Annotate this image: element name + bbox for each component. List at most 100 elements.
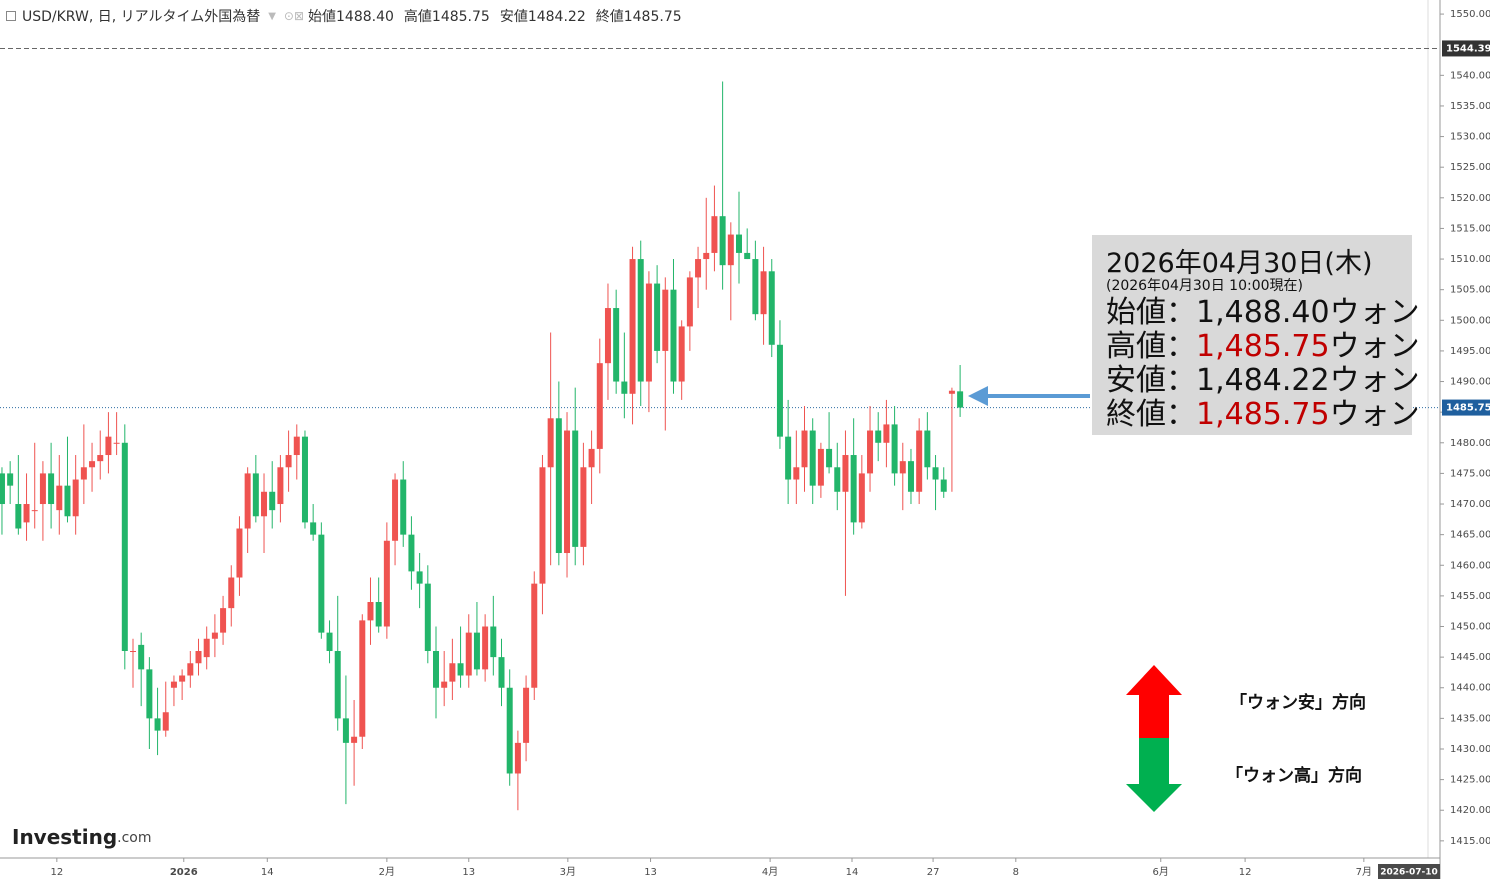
last-price-box xyxy=(1442,399,1490,416)
settings-icons[interactable]: ⊙⊠ xyxy=(283,9,305,23)
candle-body xyxy=(220,608,227,633)
candle-body xyxy=(539,467,546,584)
dropdown-icon[interactable]: ▼ xyxy=(268,10,276,22)
info-box: 2026年04月30日(木) (2026年04月30日 10:00現在) 始値：… xyxy=(1092,235,1420,435)
y-tick-label: 1430.00 xyxy=(1450,744,1490,755)
candle-body xyxy=(359,620,366,737)
info-value: 1,485.75 xyxy=(1196,397,1330,432)
candle-body xyxy=(613,308,620,382)
ohlc-value: 1485.75 xyxy=(431,9,490,25)
x-tick-label: 14 xyxy=(261,867,274,878)
reference-label: 1544.39 xyxy=(1446,43,1490,54)
candle-body xyxy=(842,455,849,492)
info-value: 1,485.75 xyxy=(1196,329,1330,364)
candle-body xyxy=(523,687,530,743)
logo-name: Investing xyxy=(12,825,117,849)
x-tick-label: 3月 xyxy=(560,866,576,878)
candle-body xyxy=(473,632,480,670)
candle-body xyxy=(637,259,644,382)
candle-body xyxy=(654,283,661,351)
candle-body xyxy=(531,583,538,688)
candle-body xyxy=(752,259,759,315)
candle-body xyxy=(727,234,734,266)
candle-body xyxy=(809,430,816,486)
x-tick-label: 27 xyxy=(927,867,940,878)
candle-body xyxy=(449,663,456,682)
ohlc-label: 高値 xyxy=(403,9,432,25)
down-arrowhead xyxy=(1126,784,1182,812)
logo-suffix: .com xyxy=(117,830,151,846)
info-label: 始値 xyxy=(1106,295,1166,330)
x-tick-label: 2026 xyxy=(170,867,198,878)
info-date: 2026年04月30日(木) xyxy=(1106,248,1373,279)
candle-body xyxy=(957,391,964,408)
info-row: 安値：1,484.22ウォン xyxy=(1106,363,1420,399)
info-row: 始値：1,488.40ウォン xyxy=(1106,295,1420,331)
y-tick-label: 1420.00 xyxy=(1450,805,1490,816)
candle-body xyxy=(760,271,767,315)
candle-body xyxy=(785,436,792,480)
candle-body xyxy=(858,473,865,523)
candle-body xyxy=(408,534,415,572)
pointer-arrowhead xyxy=(968,386,988,406)
candle-body xyxy=(465,632,472,676)
candle-body xyxy=(940,479,947,492)
info-label: 高値 xyxy=(1106,329,1166,364)
candle-body xyxy=(826,448,833,468)
candle-body xyxy=(318,534,325,633)
collapse-icon[interactable] xyxy=(6,11,16,21)
candle-body xyxy=(285,455,292,468)
candle-body xyxy=(203,638,210,658)
candle-body xyxy=(662,289,669,351)
candle-body xyxy=(924,430,931,468)
x-tick-label: 2月 xyxy=(379,866,395,878)
y-tick-label: 1440.00 xyxy=(1450,683,1490,694)
x-tick-label: 13 xyxy=(462,867,475,878)
info-value: 1,484.22 xyxy=(1196,363,1330,398)
info-row: 終値：1,485.75ウォン xyxy=(1106,397,1420,433)
candle-body xyxy=(457,663,464,676)
y-tick-label: 1455.00 xyxy=(1450,591,1490,602)
candle-body xyxy=(236,528,243,578)
candle-body xyxy=(392,479,399,541)
candle-body xyxy=(424,583,431,652)
candle-body xyxy=(506,687,513,774)
y-tick-label: 1480.00 xyxy=(1450,438,1490,449)
candle-body xyxy=(441,681,448,688)
candle-body xyxy=(72,479,79,517)
x-tick-label: 14 xyxy=(846,867,859,878)
candle-body xyxy=(0,473,5,505)
candle-body xyxy=(596,363,603,449)
up-arrowhead xyxy=(1126,665,1182,695)
candle-body xyxy=(416,571,423,584)
candle-body xyxy=(867,430,874,474)
candle-body xyxy=(432,651,439,688)
ohlc-value: 1485.75 xyxy=(623,9,682,25)
candle-body xyxy=(916,430,923,492)
info-separator: ： xyxy=(1166,329,1196,364)
candle-body xyxy=(678,326,685,382)
y-tick-label: 1505.00 xyxy=(1450,285,1490,296)
candle-body xyxy=(490,626,497,658)
y-tick-label: 1470.00 xyxy=(1450,499,1490,510)
candle-body xyxy=(711,216,718,253)
info-separator: ： xyxy=(1166,397,1196,432)
up-direction-label: 「ウォン安」方向 xyxy=(1230,692,1366,713)
candle-body xyxy=(514,742,521,774)
y-tick-label: 1515.00 xyxy=(1450,223,1490,234)
info-label: 終値 xyxy=(1106,397,1166,432)
candle-body xyxy=(850,455,857,523)
candle-body xyxy=(482,626,489,670)
candle-body xyxy=(211,632,218,639)
info-unit: ウォン xyxy=(1329,329,1420,364)
candle-body xyxy=(564,430,571,554)
y-tick-label: 1510.00 xyxy=(1450,254,1490,265)
candle-body xyxy=(80,467,87,480)
y-tick-label: 1500.00 xyxy=(1450,315,1490,326)
candle-body xyxy=(334,651,341,719)
candle-body xyxy=(547,418,554,468)
candle-body xyxy=(891,424,898,474)
candle-body xyxy=(97,455,104,462)
candle-body xyxy=(572,430,579,547)
